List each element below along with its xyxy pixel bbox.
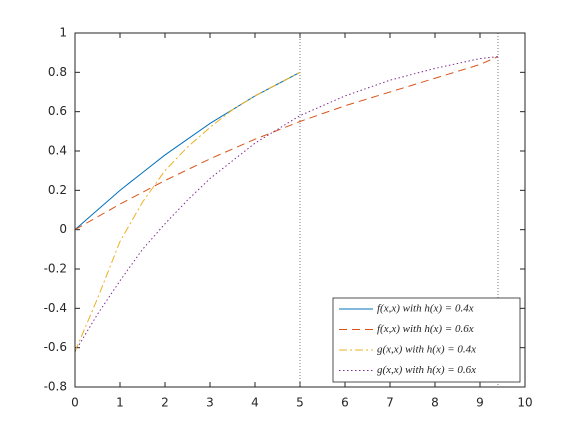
x-tick-label: 4 (251, 396, 259, 410)
y-tick-label: 1 (59, 26, 67, 40)
legend-label: g(x,x) with h(x) = 0.6x (377, 364, 476, 376)
series-line (74, 56, 499, 231)
y-tick-label: -0.4 (44, 301, 67, 315)
legend-label: f(x,x) with h(x) = 0.4x (377, 303, 474, 315)
y-tick-label: -0.2 (44, 262, 67, 276)
x-tick-label: 2 (161, 396, 169, 410)
legend-label: f(x,x) with h(x) = 0.6x (377, 323, 474, 335)
series-line (74, 71, 301, 231)
axes-box (74, 32, 526, 388)
series-line (74, 71, 301, 352)
y-tick-label: 0.2 (48, 183, 67, 197)
series-line (74, 56, 499, 352)
x-tick-label: 10 (517, 396, 532, 410)
legend-box (332, 297, 521, 383)
x-tick-label: 6 (341, 396, 349, 410)
y-tick-label: -0.8 (44, 380, 67, 394)
x-tick-label: 7 (386, 396, 394, 410)
x-tick-label: 5 (296, 396, 304, 410)
y-tick-label: 0.6 (48, 104, 67, 118)
x-tick-label: 8 (431, 396, 439, 410)
y-tick-label: -0.6 (44, 340, 67, 354)
x-tick-label: 1 (116, 396, 124, 410)
x-tick-label: 3 (206, 396, 214, 410)
x-tick-label: 9 (476, 396, 484, 410)
legend-label: g(x,x) with h(x) = 0.4x (377, 344, 476, 356)
y-tick-label: 0.8 (48, 65, 67, 79)
y-tick-label: 0 (59, 222, 67, 236)
x-tick-label: 0 (71, 396, 79, 410)
y-tick-label: 0.4 (48, 144, 67, 158)
